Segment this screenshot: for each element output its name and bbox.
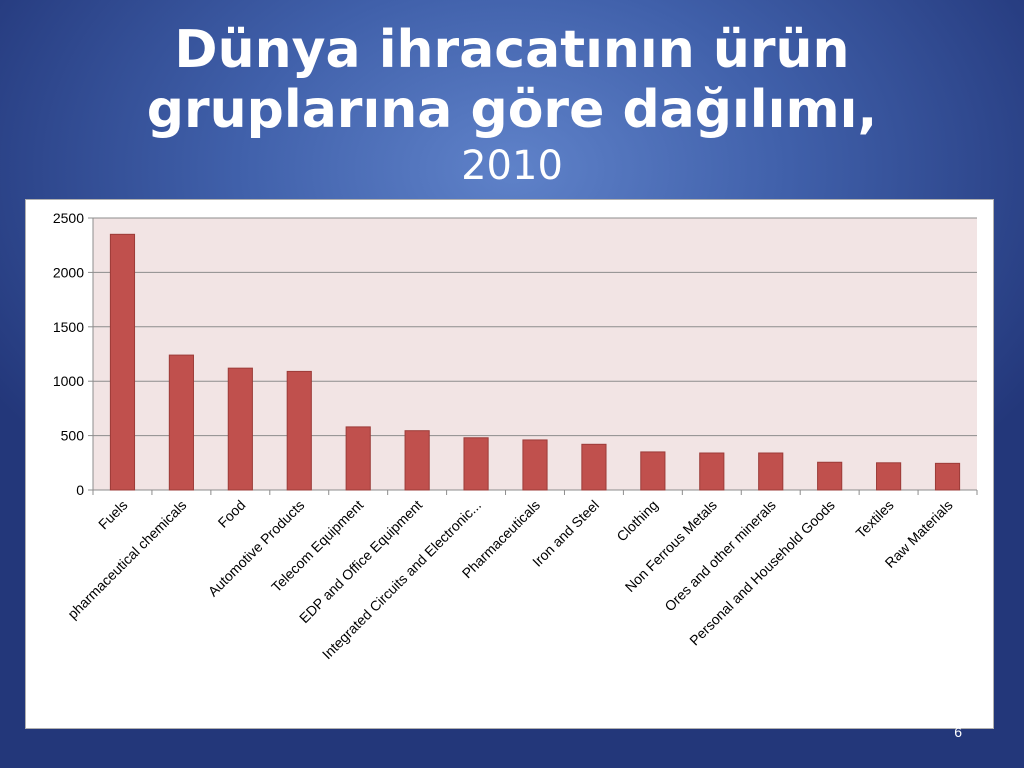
bar xyxy=(876,462,902,491)
x-tick-label: Textiles xyxy=(852,497,896,541)
slide-title: Dünya ihracatının ürün gruplarına göre d… xyxy=(0,20,1024,192)
y-tick-label: 0 xyxy=(76,482,84,498)
bar xyxy=(640,451,666,491)
bar xyxy=(168,354,194,491)
bar xyxy=(581,443,607,491)
y-tick-label: 2500 xyxy=(53,210,84,226)
bar xyxy=(522,439,548,491)
page-number: 6 xyxy=(954,724,962,740)
bar xyxy=(286,370,312,491)
bar xyxy=(934,462,961,491)
bar-chart: 0 500 1000 1500 2000 2500 Fuelspharmaceutical … xyxy=(53,210,978,662)
y-tick-label: 1500 xyxy=(53,319,84,335)
bar xyxy=(758,452,784,491)
bar xyxy=(463,437,489,491)
x-tick-label: Fuels xyxy=(95,497,131,533)
x-tick-label: Ores and other minerals xyxy=(661,497,779,615)
x-tick-label: pharmaceutical chemicals xyxy=(64,497,189,622)
y-tick-label: 2000 xyxy=(53,264,84,280)
bar xyxy=(699,452,725,491)
bar xyxy=(817,461,843,491)
bar xyxy=(109,233,136,491)
y-tick-label: 1000 xyxy=(53,373,84,389)
title-year: 2010 xyxy=(461,143,563,189)
bar xyxy=(404,430,430,491)
bar xyxy=(345,426,371,491)
y-tick-label: 500 xyxy=(61,428,85,444)
x-tick-label: EDP and Office Equipment xyxy=(296,497,425,626)
title-line-1: Dünya ihracatının ürün xyxy=(174,20,850,80)
title-line-2: gruplarına göre dağılımı, xyxy=(146,80,878,140)
chart-frame: 0 500 1000 1500 2000 2500 Fuels pharmaceutical … xyxy=(25,199,994,729)
x-tick-label: Clothing xyxy=(613,497,661,545)
x-tick-label: Food xyxy=(215,497,249,531)
x-tick-label: Automotive Products xyxy=(205,497,308,600)
bar xyxy=(227,367,253,491)
